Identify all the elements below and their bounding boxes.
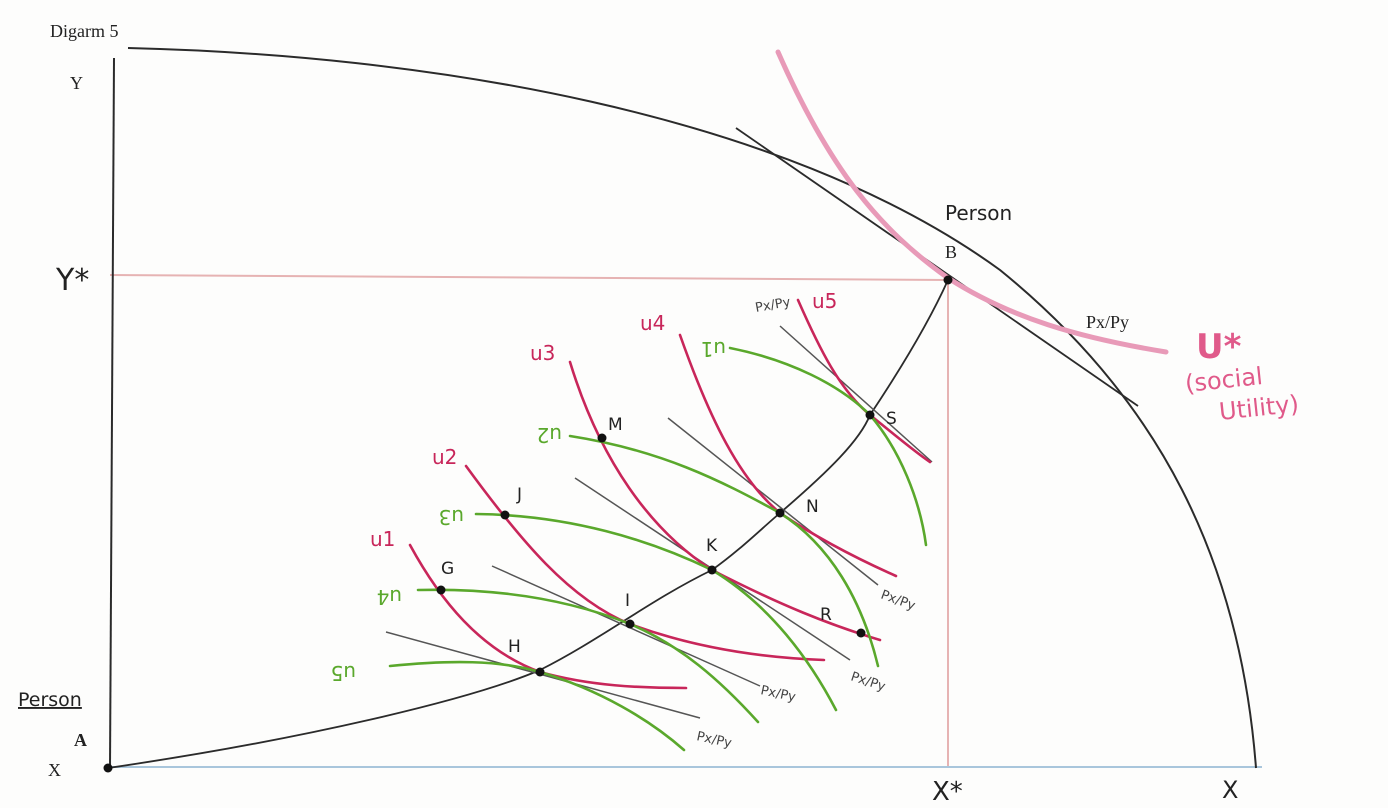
green-indifference-curves <box>388 346 928 752</box>
green-curve-u4 <box>416 588 760 724</box>
point-j <box>500 510 510 520</box>
point-n-label: N <box>806 497 819 517</box>
point-s-label: S <box>886 409 897 429</box>
person-a-label: Person <box>18 689 82 711</box>
green-curve-labels: u5 u4 u3 u2 u1 <box>331 337 726 685</box>
point-b <box>943 275 953 285</box>
green-label-u3: u3 <box>439 505 464 529</box>
tangent-label-4: Px/Py <box>879 588 918 614</box>
point-g-label: G <box>441 559 454 579</box>
red-curve-u5 <box>796 298 932 464</box>
red-label-u4: u4 <box>640 311 665 335</box>
green-curve-u2 <box>568 434 880 668</box>
green-curve-u3 <box>474 512 838 712</box>
red-curve-u3 <box>568 360 882 642</box>
point-m <box>597 433 607 443</box>
person-b-label: Person <box>945 201 1012 225</box>
price-tangent-n <box>667 417 879 586</box>
x-axis-end-label: X <box>1222 776 1238 804</box>
point-g <box>436 585 446 595</box>
point-n <box>775 508 785 518</box>
point-m-label: M <box>608 415 623 435</box>
red-curve-labels: u1 u2 u3 u4 u5 <box>370 289 837 551</box>
tangent-label-1: Px/Py <box>695 729 733 751</box>
red-label-u1: u1 <box>370 527 395 551</box>
red-indifference-curves <box>408 298 932 690</box>
tangent-labels: Px/Py Px/Py Px/Py Px/Py Px/Py <box>695 295 917 751</box>
social-utility-symbol: U* <box>1196 327 1242 367</box>
y-axis-label: Y <box>70 73 83 93</box>
green-label-u1: u1 <box>701 337 726 361</box>
point-letters: G H I J K M N R S <box>441 409 897 657</box>
y-star-guide-line <box>109 274 949 281</box>
point-r <box>856 628 866 638</box>
tangent-label-2: Px/Py <box>759 683 797 705</box>
green-label-u5: u5 <box>331 661 356 685</box>
green-curve-u1 <box>728 346 928 547</box>
green-label-u2: u2 <box>537 423 562 447</box>
point-origin-a <box>103 763 113 773</box>
point-a-label: A <box>74 730 87 750</box>
y-axis <box>109 57 115 769</box>
origin-x-label: X <box>48 760 61 780</box>
social-utility-caption-2: Utility) <box>1218 390 1300 426</box>
x-star-label: X* <box>932 777 963 807</box>
point-i-label: I <box>625 591 630 611</box>
red-label-u5: u5 <box>812 289 837 313</box>
point-i <box>625 619 635 629</box>
red-label-u3: u3 <box>530 341 555 365</box>
y-star-label: Y* <box>55 263 89 298</box>
point-h-label: H <box>508 637 521 657</box>
price-ratio-label: Px/Py <box>1086 312 1129 332</box>
green-label-u4: u4 <box>377 585 402 609</box>
point-j-label: J <box>516 485 522 505</box>
point-b-label: B <box>945 242 957 262</box>
point-h <box>535 667 545 677</box>
point-k-label: K <box>706 536 718 556</box>
tangent-label-5: Px/Py <box>754 295 792 316</box>
price-tangent-s <box>779 325 933 463</box>
point-k <box>707 565 717 575</box>
production-possibility-frontier <box>127 47 1257 769</box>
point-s <box>865 410 875 420</box>
tangent-label-3: Px/Py <box>849 670 888 695</box>
diagram-title: Digarm 5 <box>50 21 118 41</box>
price-tangents <box>385 325 933 719</box>
social-utility-caption-1: (social <box>1184 362 1264 398</box>
point-r-label: R <box>820 605 832 625</box>
tangency-points <box>103 275 953 773</box>
red-label-u2: u2 <box>432 445 457 469</box>
